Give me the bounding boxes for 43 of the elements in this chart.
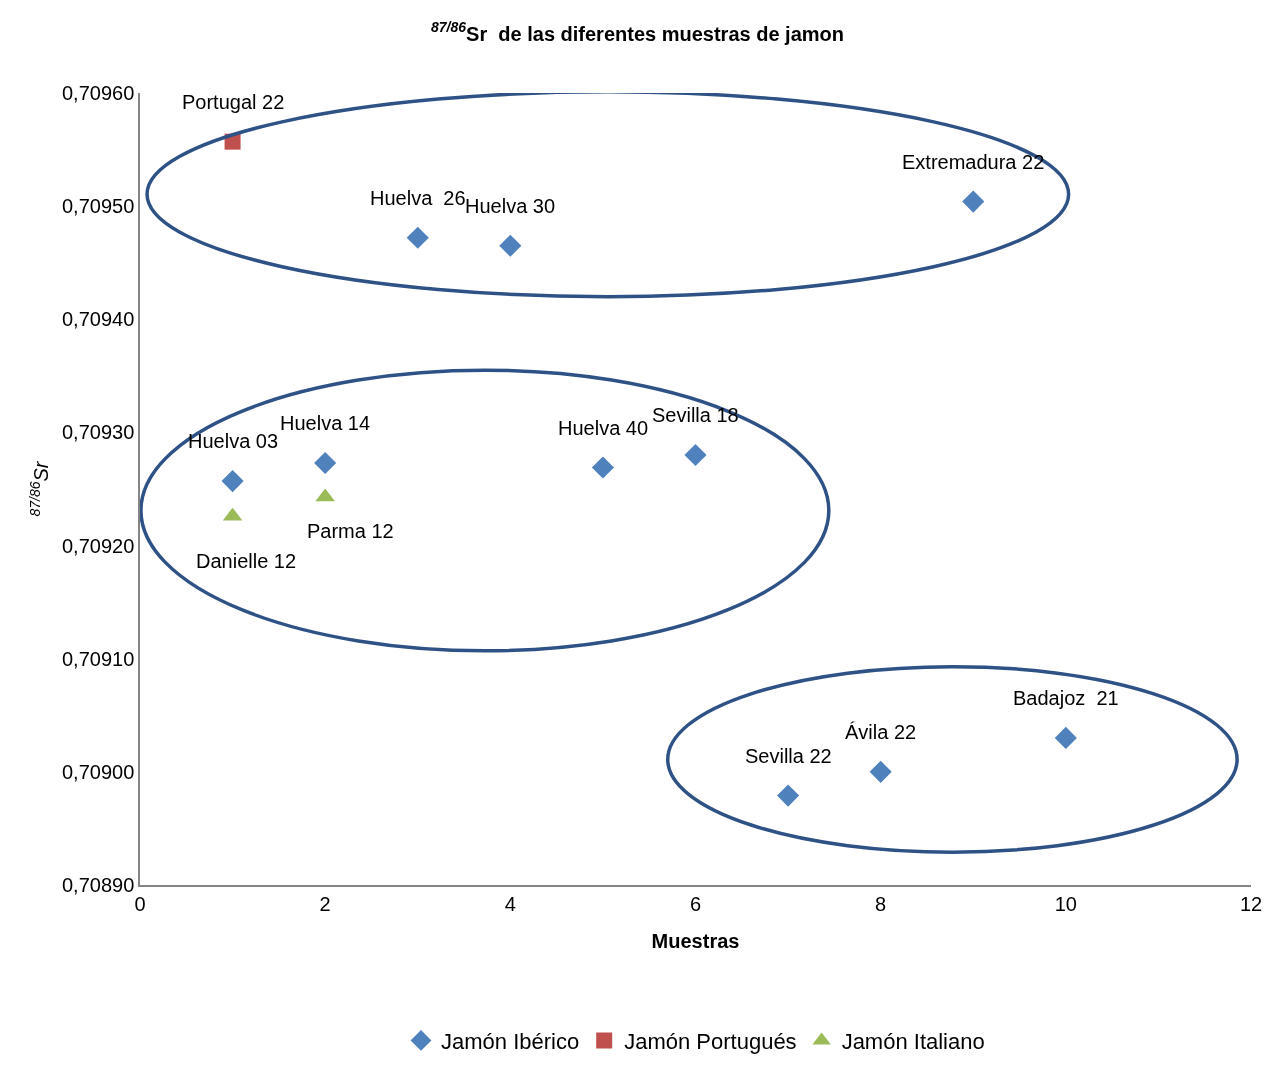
annotation: Huelva 03 [188, 430, 279, 452]
x-tick-label: 10 [1054, 892, 1077, 915]
x-tick-label: 4 [504, 892, 516, 915]
chart-title: $^{87/86}$Sr de las diferentes muestras de jamon [431, 19, 844, 45]
point [684, 444, 707, 467]
point [962, 190, 985, 213]
legend-label: Jamón Ibérico [441, 1029, 580, 1055]
legend-label: Jamón Italiano [841, 1029, 985, 1055]
point [221, 470, 244, 493]
y-tick-label: 0,70900 [61, 760, 135, 783]
annotation: Sevilla 22 [745, 745, 832, 767]
point [777, 784, 800, 807]
annotation: Portugal 22 [182, 91, 285, 113]
x-tick-label: 8 [875, 892, 887, 915]
y-tick-label: 0,70930 [61, 421, 135, 444]
point [1054, 726, 1077, 749]
y-tick-label: 0,70920 [61, 534, 135, 557]
point [314, 451, 337, 475]
point [591, 456, 614, 479]
point [315, 488, 335, 502]
y-tick-label: 0,70950 [61, 195, 135, 218]
annotation: Extremadura 22 [902, 151, 1045, 173]
point [499, 234, 522, 257]
x-tick-label: 12 [1239, 892, 1263, 915]
annotation: Huelva 26 [370, 187, 466, 209]
annotation: Parma 12 [307, 520, 394, 542]
annotation: Ávila 22 [845, 721, 917, 743]
point [869, 760, 892, 783]
legend-label: Jamón Portugués [624, 1029, 797, 1055]
annotation: Huelva 14 [280, 412, 371, 434]
annotation: Huelva 40 [558, 417, 649, 439]
point [406, 226, 429, 249]
x-tick-label: 2 [319, 892, 331, 915]
y-tick-label: 0,70910 [61, 647, 135, 670]
y-tick-label: 0,70890 [61, 874, 135, 896]
y-tick-label: 0,70940 [61, 308, 135, 331]
y-tick-label: 0,70960 [61, 82, 135, 104]
annotation: Badajoz 21 [1013, 687, 1119, 709]
x-tick-label: 6 [689, 892, 702, 915]
x-axis-title: Muestras [651, 929, 740, 952]
annotation: Huelva 30 [465, 195, 556, 217]
x-tick-label: 0 [134, 892, 146, 915]
annotation: Danielle 12 [196, 550, 297, 572]
